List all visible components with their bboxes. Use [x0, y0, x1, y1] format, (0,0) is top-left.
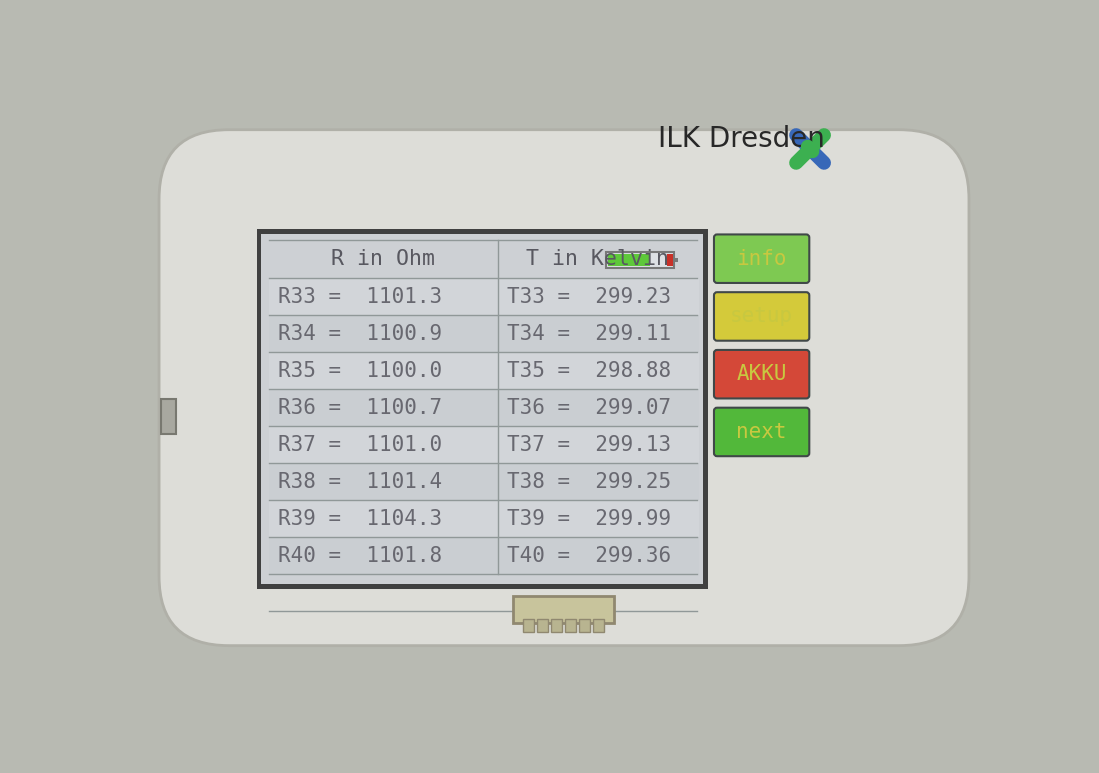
Bar	[593, 619, 604, 632]
Bar	[269, 537, 699, 574]
Text: ILK Dresden: ILK Dresden	[658, 125, 825, 153]
Text: R38 =  1101.4: R38 = 1101.4	[278, 472, 443, 492]
Text: T38 =  299.25: T38 = 299.25	[507, 472, 671, 492]
FancyBboxPatch shape	[159, 130, 969, 645]
Text: T34 =  299.11: T34 = 299.11	[507, 324, 671, 344]
Bar	[160, 399, 176, 434]
FancyBboxPatch shape	[714, 292, 809, 341]
Bar	[523, 619, 534, 632]
Text: R34 =  1100.9: R34 = 1100.9	[278, 324, 443, 344]
Bar	[269, 390, 699, 426]
Text: T33 =  299.23: T33 = 299.23	[507, 287, 671, 307]
Text: R37 =  1101.0: R37 = 1101.0	[278, 434, 443, 455]
Text: info: info	[736, 249, 787, 269]
Text: setup: setup	[730, 306, 793, 326]
FancyBboxPatch shape	[714, 407, 809, 456]
Bar	[269, 463, 699, 500]
Text: R33 =  1101.3: R33 = 1101.3	[278, 287, 443, 307]
Bar	[262, 233, 703, 584]
Text: R39 =  1104.3: R39 = 1104.3	[278, 509, 443, 529]
Text: T35 =  298.88: T35 = 298.88	[507, 361, 671, 381]
Text: T37 =  299.13: T37 = 299.13	[507, 434, 671, 455]
Bar	[269, 315, 699, 352]
FancyBboxPatch shape	[714, 234, 809, 283]
Bar	[667, 254, 673, 266]
Text: T40 =  299.36: T40 = 299.36	[507, 546, 671, 566]
Text: T in Kelvin: T in Kelvin	[525, 249, 669, 269]
Text: AKKU: AKKU	[736, 364, 787, 384]
Bar	[565, 619, 576, 632]
FancyBboxPatch shape	[714, 350, 809, 398]
Bar	[607, 252, 675, 267]
Bar	[552, 619, 562, 632]
Text: next: next	[736, 422, 787, 442]
Text: R36 =  1100.7: R36 = 1100.7	[278, 397, 443, 417]
Bar	[257, 229, 708, 589]
Bar	[537, 619, 548, 632]
Bar	[513, 595, 614, 622]
Bar	[269, 426, 699, 463]
Bar	[269, 278, 699, 315]
Text: T36 =  299.07: T36 = 299.07	[507, 397, 671, 417]
Bar	[608, 254, 650, 266]
Bar	[269, 352, 699, 390]
Bar	[579, 619, 590, 632]
Bar	[269, 500, 699, 537]
Bar	[675, 257, 678, 262]
Text: R35 =  1100.0: R35 = 1100.0	[278, 361, 443, 381]
Text: R40 =  1101.8: R40 = 1101.8	[278, 546, 443, 566]
Text: T39 =  299.99: T39 = 299.99	[507, 509, 671, 529]
Text: R in Ohm: R in Ohm	[332, 249, 435, 269]
